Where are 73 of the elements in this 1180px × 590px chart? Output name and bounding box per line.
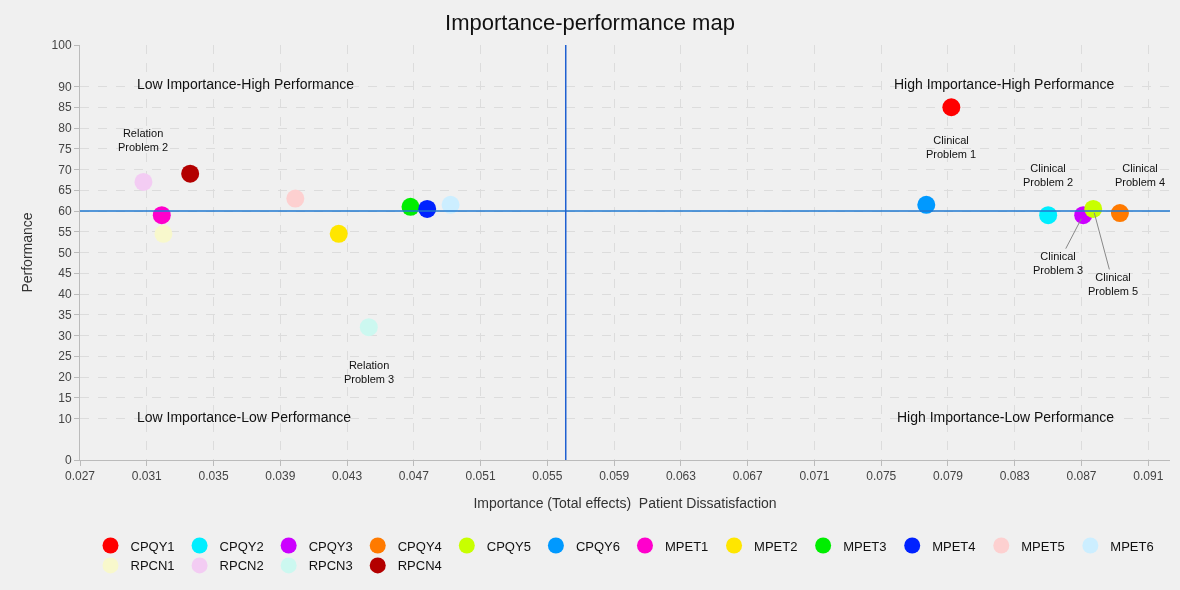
legend-label: RPCN2 [219,558,264,574]
annotation: Clinical Problem 1 [926,134,977,161]
y-tick-label: 10 [58,411,72,426]
legend-label: MPET6 [1110,538,1154,554]
point [329,224,348,243]
annotation: Clinical Problem 4 [1115,162,1166,189]
annotation: Clinical Problem 5 [1088,271,1139,298]
legend-label: CPQY4 [397,538,442,554]
x-tick-label: 0.087 [1066,469,1097,484]
y-tick-label: 75 [58,141,72,156]
y-tick-label: 45 [58,266,72,281]
chart-title: Importance-performance map [445,10,735,36]
x-tick-label: 0.055 [532,469,563,484]
legend-label: CPQY6 [575,538,620,554]
legend-label: CPQY1 [130,538,175,554]
y-tick-label: 100 [51,38,72,53]
legend-label: CPQY5 [486,538,531,554]
x-tick-label: 0.027 [64,469,96,484]
y-axis-title: Performance [19,212,36,293]
y-tick-label: 25 [58,349,72,364]
legend-label: MPET5 [1021,538,1065,554]
y-tick-label: 15 [58,390,72,405]
annotation: Clinical Problem 3 [1033,250,1084,277]
annotation: Relation Problem 2 [118,127,169,154]
legend-label: MPET4 [932,538,976,554]
x-tick-label: 0.043 [332,469,363,484]
y-tick-label: 35 [58,307,72,322]
x-tick-label: 0.067 [732,469,764,484]
x-tick-label: 0.051 [465,469,496,484]
legend-label: MPET1 [664,538,709,554]
y-tick-label: 55 [58,224,72,239]
legend-label: CPQY2 [219,538,264,554]
legend-label: CPQY3 [308,538,353,554]
y-tick-label: 90 [58,79,72,94]
y-tick-label: 65 [58,183,72,198]
legend-label: MPET2 [754,538,798,554]
point [359,318,378,337]
legend-label: RPCN4 [397,558,442,574]
y-tick-label: 0 [64,453,72,468]
x-tick-label: 0.083 [999,469,1031,484]
annotation: High Importance-Low Performance [897,409,1115,425]
x-tick-label: 0.091 [1133,469,1164,484]
y-tick-label: 30 [58,328,72,343]
legend-label: RPCN3 [308,558,353,574]
y-tick-label: 85 [58,100,72,115]
x-axis-title: Importance (Total effects) Patient Dissatisfaction [473,494,777,511]
annotation: Clinical Problem 2 [1023,162,1074,189]
y-tick-label: 50 [58,245,72,260]
y-tick-label: 80 [58,121,72,136]
point [286,189,305,208]
y-tick-label: 40 [58,287,72,302]
legend-label: RPCN1 [130,558,175,574]
annotation: Relation Problem 3 [344,359,395,386]
y-tick-label: 70 [58,162,72,177]
annotation: Low Importance-Low Performance [137,409,352,425]
x-tick-label: 0.063 [665,469,697,484]
point [942,98,961,117]
annotation: Low Importance-High Performance [137,76,355,92]
x-tick-label: 0.071 [799,469,830,484]
y-tick-label: 20 [58,370,72,385]
x-tick-label: 0.075 [866,469,897,484]
x-tick-label: 0.079 [932,469,964,484]
x-tick-label: 0.059 [599,469,630,484]
x-tick-label: 0.047 [398,469,430,484]
point [134,172,153,191]
x-tick-label: 0.035 [198,469,229,484]
annotation: High Importance-High Performance [894,76,1115,92]
point [154,224,173,243]
point [181,164,200,183]
x-tick-label: 0.039 [265,469,296,484]
x-tick-label: 0.031 [131,469,163,484]
legend-label: MPET3 [843,538,887,554]
y-tick-label: 60 [58,204,72,219]
